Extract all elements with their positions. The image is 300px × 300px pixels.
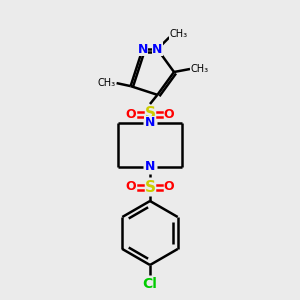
- Text: CH₃: CH₃: [169, 29, 188, 39]
- Text: S: S: [145, 106, 155, 122]
- Text: N: N: [145, 160, 155, 173]
- Text: Cl: Cl: [142, 277, 158, 291]
- Text: O: O: [164, 107, 174, 121]
- Text: CH₃: CH₃: [98, 78, 116, 88]
- Text: O: O: [126, 107, 136, 121]
- Text: O: O: [164, 181, 174, 194]
- Text: S: S: [145, 179, 155, 194]
- Text: N: N: [152, 43, 163, 56]
- Text: N: N: [145, 116, 155, 130]
- Text: CH₃: CH₃: [191, 64, 209, 74]
- Text: O: O: [126, 181, 136, 194]
- Text: N: N: [137, 43, 148, 56]
